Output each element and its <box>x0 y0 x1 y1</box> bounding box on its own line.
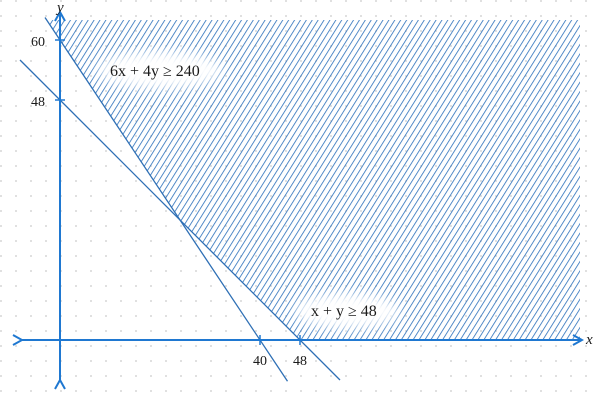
x-tick-label-40: 40 <box>253 354 267 369</box>
inequality-label-6x-4y: 6x + 4y ≥ 240 <box>110 63 200 80</box>
label-halo-1 <box>98 52 222 88</box>
x-axis-label: x <box>585 332 593 348</box>
constraint-line-x-y <box>19 59 341 381</box>
y-tick-label-60: 60 <box>31 35 45 50</box>
label-halo-2 <box>295 294 399 328</box>
y-axis-label: y <box>55 0 64 16</box>
x-tick-label-48: 48 <box>293 354 307 369</box>
constraint-line-6x-4y <box>44 17 289 382</box>
y-tick-label-48: 48 <box>31 95 45 110</box>
feasible-region-hatched <box>46 20 580 340</box>
inequality-label-x-y: x + y ≥ 48 <box>311 303 377 320</box>
